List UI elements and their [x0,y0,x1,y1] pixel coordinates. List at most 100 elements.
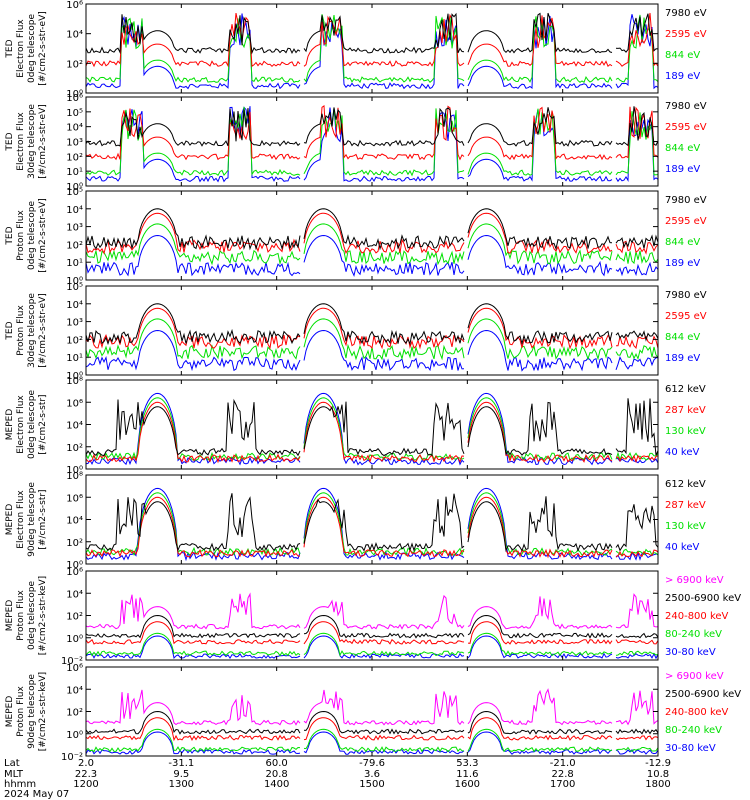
y-axis-label-line: Electron Flux [16,490,26,549]
x-tick-hhmm: 1600 [455,779,480,790]
x-tick-hhmm: 1400 [264,779,289,790]
x-tick-lat: 60.0 [266,758,288,769]
series-40-kev [85,487,659,562]
y-axis-label-line: MEPED [5,504,15,536]
y-tick-label: 10¹ [66,258,83,269]
y-axis-label-line: [#/cm2-s-str-eV] [38,11,48,86]
y-tick-label: 10² [66,708,83,719]
y-axis-label-line: Proton Flux [16,590,26,641]
y-tick-label: 10⁻² [61,752,83,763]
y-tick-label: 10⁶ [66,567,83,578]
legend-entry: 240-800 keV [665,611,729,622]
series-7980-ev [85,303,659,346]
y-axis-label-line: [#/cm2-s-str-eV] [38,293,48,368]
y-tick-label: 10³ [66,223,83,234]
y-tick-label: 10⁰ [66,89,83,100]
y-tick-label: 10¹ [66,167,83,178]
panel-6: 10⁰ 10² 10⁴ 10⁶ 10⁸ MEPED Electron Flux 90deg t… [5,471,706,571]
x-tick-mlt: 10.8 [647,769,669,780]
series-287-kev [85,496,659,559]
legend-entry: 80-240 keV [665,725,722,736]
y-axis-label-line: 30deg telescope [27,104,37,179]
y-tick-label: 10³ [66,318,83,329]
x-axis-row-label: Lat [4,758,20,769]
y-tick-label: 10⁰ [66,634,83,645]
y-axis-label-line: MEPED [5,696,15,728]
x-tick-hhmm: 1300 [169,779,194,790]
y-axis-label-line: MEPED [5,600,15,632]
legend-entry: 189 eV [665,164,700,175]
y-axis-label-line: TED [5,226,15,245]
x-tick-hhmm: 1700 [550,779,575,790]
legend-entry: 612 keV [665,384,706,395]
y-tick-label: 10⁰ [66,730,83,741]
series--6900-kev [85,688,659,726]
y-axis-label-line: [#/cm2-s-str-eV] [38,198,48,273]
y-tick-label: 10⁰ [66,182,83,193]
panel-4: 10⁰ 10¹ 10² 10³ 10⁴ 10⁵ TED Proton Flux 30deg te… [5,282,707,382]
series-7980-ev [85,12,659,55]
y-axis-label-line: TED [5,321,15,340]
series-80-240-kev [85,728,659,753]
y-tick-label: 10¹ [66,353,83,364]
y-tick-label: 10² [66,240,83,251]
y-tick-label: 10⁸ [66,471,83,482]
legend-entry: 30-80 keV [665,743,716,754]
y-axis-label-line: Proton Flux [16,210,26,261]
series-189-ev [85,234,659,278]
y-axis-label-line: 90deg telescope [27,482,37,557]
y-tick-label: 10⁴ [66,30,83,41]
x-tick-lat: -21.0 [550,758,576,769]
y-axis-label-line: Proton Flux [16,686,26,737]
legend-entry: 2595 eV [665,122,707,133]
legend-entry: 130 keV [665,521,706,532]
y-axis-label-line: [#/cm2-s-str-eV] [38,104,48,179]
panel-2: 10⁰ 10¹ 10² 10³ 10⁴ 10⁵ 10⁶ TED Electron Flux 30d… [5,93,707,193]
y-axis-label-line: 0deg telescope [27,390,37,460]
x-tick-mlt: 22.8 [552,769,574,780]
legend-entry: 30-80 keV [665,647,716,658]
y-tick-label: 10⁴ [66,300,83,311]
series-612-kev [85,398,659,457]
y-axis-label-line: TED [5,39,15,58]
legend-entry: 189 eV [665,258,700,269]
y-axis-label-line: Electron Flux [16,112,26,171]
y-tick-label: 10⁶ [66,93,83,104]
legend-entry: 2500-6900 keV [665,689,741,700]
legend-entry: 240-800 keV [665,707,729,718]
y-axis-label-line: Electron Flux [16,19,26,78]
y-axis-label-line: [#/cm2-s-str-keV] [38,576,48,655]
y-tick-label: 10⁴ [66,685,83,696]
y-axis-label-line: Proton Flux [16,305,26,356]
series-844-ev [85,318,659,361]
y-axis-label-line: [#/cm2-s-str] [38,489,48,549]
legend-entry: 130 keV [665,426,706,437]
legend-entry: 7980 eV [665,290,707,301]
y-axis-label-line: 0deg telescope [27,201,37,271]
legend-entry: 844 eV [665,50,700,61]
series-2500-6900-kev [85,710,659,735]
series-130-kev [85,492,659,557]
y-axis-label-line: [#/cm2-s-str-keV] [38,672,48,751]
series-844-ev [85,223,659,266]
legend-entry: 612 keV [665,479,706,490]
y-tick-label: 10⁰ [66,560,83,571]
series-2500-6900-kev [85,614,659,639]
legend-entry: > 6900 keV [665,575,724,586]
panel-8: 10⁻² 10⁰ 10² 10⁴ 10⁶ MEPED Proton Flux 90deg te… [5,663,741,763]
legend-entry: 844 eV [665,143,700,154]
y-tick-label: 10⁴ [66,205,83,216]
series-844-ev [85,14,659,84]
legend-entry: 287 keV [665,500,706,511]
x-axis-row-label: MLT [4,769,24,780]
y-tick-label: 10⁴ [66,421,83,432]
y-tick-label: 10⁵ [66,108,83,119]
series-7980-ev [85,106,659,147]
y-axis-label-line: TED [5,132,15,151]
y-axis-label-line: 90deg telescope [27,674,37,749]
y-tick-label: 10⁰ [66,371,83,382]
y-tick-label: 10⁶ [66,0,83,11]
series-287-kev [85,401,659,464]
x-tick-lat: 2.0 [78,758,94,769]
